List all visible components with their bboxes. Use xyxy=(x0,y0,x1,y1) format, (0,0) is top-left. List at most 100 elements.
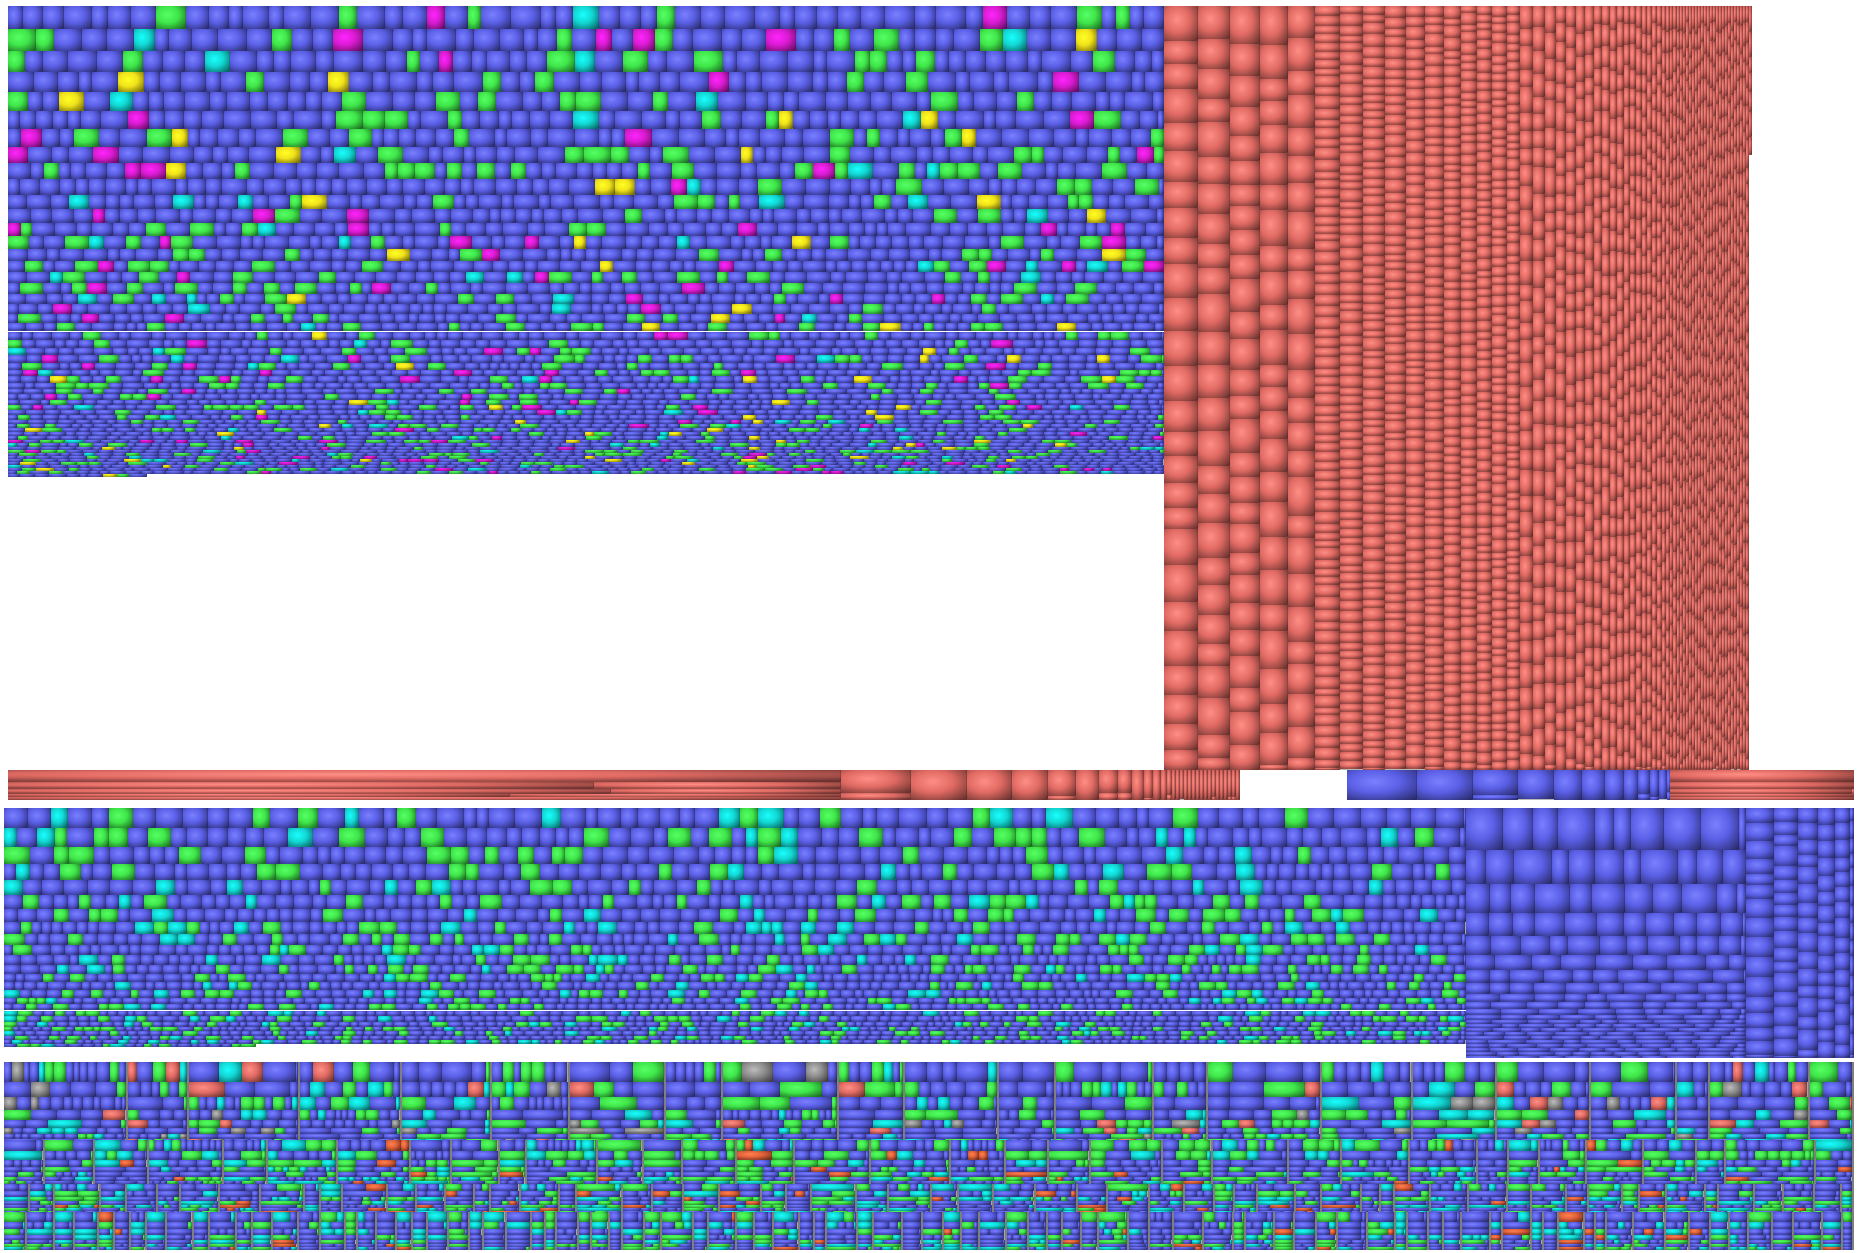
treemap-cell[interactable] xyxy=(35,473,49,477)
treemap-cell[interactable] xyxy=(1288,370,1315,398)
treemap-cell[interactable] xyxy=(996,304,1009,314)
treemap-cell[interactable] xyxy=(404,194,417,210)
treemap-cell[interactable] xyxy=(1087,260,1108,273)
treemap-cell[interactable] xyxy=(651,179,671,195)
treemap-cell[interactable] xyxy=(1460,274,1478,282)
treemap-cell[interactable] xyxy=(1153,91,1164,112)
treemap-cell[interactable] xyxy=(1460,345,1478,358)
treemap-cell[interactable] xyxy=(199,376,219,383)
treemap-cell[interactable] xyxy=(47,248,60,261)
treemap-cell[interactable] xyxy=(1492,560,1507,568)
treemap-cell[interactable] xyxy=(391,304,410,314)
treemap-cell[interactable] xyxy=(1443,215,1461,225)
treemap-cell[interactable] xyxy=(1385,325,1406,337)
treemap-cell[interactable] xyxy=(1425,54,1444,66)
treemap-cell[interactable] xyxy=(340,339,354,348)
treemap-cell[interactable] xyxy=(1460,405,1478,417)
treemap-cell[interactable] xyxy=(63,293,78,304)
treemap-cell[interactable] xyxy=(8,272,27,284)
treemap-cell[interactable] xyxy=(8,322,26,332)
treemap-cell[interactable] xyxy=(1093,388,1110,395)
treemap-cell[interactable] xyxy=(896,304,914,314)
treemap-cell[interactable] xyxy=(400,376,420,383)
treemap-cell[interactable] xyxy=(1159,179,1164,195)
treemap-cell[interactable] xyxy=(376,369,392,377)
treemap-cell[interactable] xyxy=(1198,244,1230,268)
treemap-cell[interactable] xyxy=(764,339,784,348)
treemap-cell[interactable] xyxy=(1260,605,1289,631)
treemap-cell[interactable] xyxy=(761,236,772,249)
treemap-cell[interactable] xyxy=(441,339,460,348)
treemap-cell[interactable] xyxy=(170,146,194,164)
treemap-cell[interactable] xyxy=(362,260,383,273)
treemap-cell[interactable] xyxy=(1018,369,1032,377)
treemap-cell[interactable] xyxy=(915,163,927,180)
treemap-cell[interactable] xyxy=(1477,23,1493,30)
treemap-cell[interactable] xyxy=(1405,408,1426,419)
treemap-cell[interactable] xyxy=(450,272,466,284)
treemap-cell[interactable] xyxy=(1260,387,1289,411)
treemap-cell[interactable] xyxy=(431,470,449,474)
treemap-cell[interactable] xyxy=(1288,249,1315,271)
treemap-cell[interactable] xyxy=(807,388,826,395)
treemap-cell[interactable] xyxy=(1425,667,1444,675)
treemap-cell[interactable] xyxy=(565,146,584,164)
treemap-cell[interactable] xyxy=(1141,388,1153,395)
treemap-cell[interactable] xyxy=(994,71,1009,92)
treemap-cell[interactable] xyxy=(1506,468,1521,480)
treemap-cell[interactable] xyxy=(60,179,76,195)
treemap-cell[interactable] xyxy=(1143,272,1164,284)
treemap-cell[interactable] xyxy=(1506,143,1521,150)
treemap-cell[interactable] xyxy=(1150,347,1164,356)
treemap-cell[interactable] xyxy=(1460,63,1478,71)
treemap-cell[interactable] xyxy=(575,129,599,147)
treemap-cell[interactable] xyxy=(1532,756,1545,770)
treemap-cell[interactable] xyxy=(1363,724,1386,731)
treemap-cell[interactable] xyxy=(1506,23,1521,35)
treemap-cell[interactable] xyxy=(189,248,205,261)
treemap-cell[interactable] xyxy=(1555,285,1567,308)
treemap-cell[interactable] xyxy=(1120,369,1139,377)
treemap-cell[interactable] xyxy=(1566,152,1577,172)
treemap-cell[interactable] xyxy=(202,111,224,130)
treemap-cell[interactable] xyxy=(1506,329,1521,342)
treemap-cell[interactable] xyxy=(1126,248,1146,261)
treemap-cell[interactable] xyxy=(707,236,731,249)
treemap-cell[interactable] xyxy=(1425,658,1444,667)
treemap-cell[interactable] xyxy=(97,50,123,72)
treemap-cell[interactable] xyxy=(296,304,308,314)
treemap-cell[interactable] xyxy=(1288,128,1315,156)
treemap-cell[interactable] xyxy=(642,209,665,223)
treemap-cell[interactable] xyxy=(1555,427,1567,444)
treemap-cell[interactable] xyxy=(301,322,316,332)
treemap-cell[interactable] xyxy=(99,129,120,147)
treemap-cell[interactable] xyxy=(1532,288,1545,313)
treemap-cell[interactable] xyxy=(991,339,1013,348)
treemap-cell[interactable] xyxy=(307,394,325,400)
treemap-cell[interactable] xyxy=(1425,109,1444,118)
treemap-cell[interactable] xyxy=(1288,398,1315,423)
treemap-cell[interactable] xyxy=(1385,47,1406,59)
treemap-cell[interactable] xyxy=(416,129,436,147)
treemap-cell[interactable] xyxy=(550,283,564,294)
treemap-cell[interactable] xyxy=(1585,6,1595,31)
treemap-cell[interactable] xyxy=(235,362,248,370)
treemap-cell[interactable] xyxy=(378,304,391,314)
treemap-cell[interactable] xyxy=(226,222,242,237)
treemap-cell[interactable] xyxy=(496,293,514,304)
treemap-cell[interactable] xyxy=(770,272,785,284)
treemap-cell[interactable] xyxy=(435,293,458,304)
treemap-cell[interactable] xyxy=(1385,299,1406,309)
treemap-cell[interactable] xyxy=(1477,201,1493,208)
treemap-cell[interactable] xyxy=(1405,250,1426,263)
treemap-cell[interactable] xyxy=(1555,630,1567,657)
treemap-cell[interactable] xyxy=(1460,476,1478,486)
treemap-cell[interactable] xyxy=(1477,449,1493,461)
treemap-cell[interactable] xyxy=(636,260,652,273)
treemap-cell[interactable] xyxy=(1385,718,1406,729)
treemap-cell[interactable] xyxy=(139,347,153,356)
treemap-cell[interactable] xyxy=(1363,295,1386,304)
treemap-cell[interactable] xyxy=(302,382,315,389)
treemap-cell[interactable] xyxy=(534,369,545,377)
treemap-cell[interactable] xyxy=(468,6,481,29)
